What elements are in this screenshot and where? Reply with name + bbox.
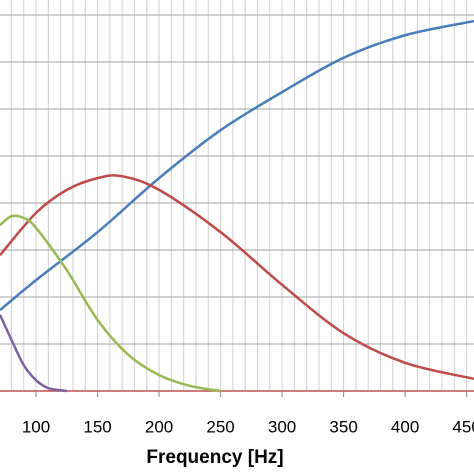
series-line: [0, 314, 67, 393]
x-tick-label: 100: [22, 417, 50, 436]
x-tick-label: 450: [452, 417, 474, 436]
x-tick-label: 350: [329, 417, 357, 436]
x-tick-label: 250: [206, 417, 234, 436]
x-tick-label: 150: [83, 417, 111, 436]
x-tick-label: 400: [391, 417, 419, 436]
series-line: [0, 174, 474, 380]
series-line: [0, 19, 474, 312]
series-line: [0, 214, 221, 393]
x-axis-label: Frequency [Hz]: [146, 447, 283, 468]
x-tick-label: 300: [268, 417, 296, 436]
x-tick-label: 200: [145, 417, 173, 436]
